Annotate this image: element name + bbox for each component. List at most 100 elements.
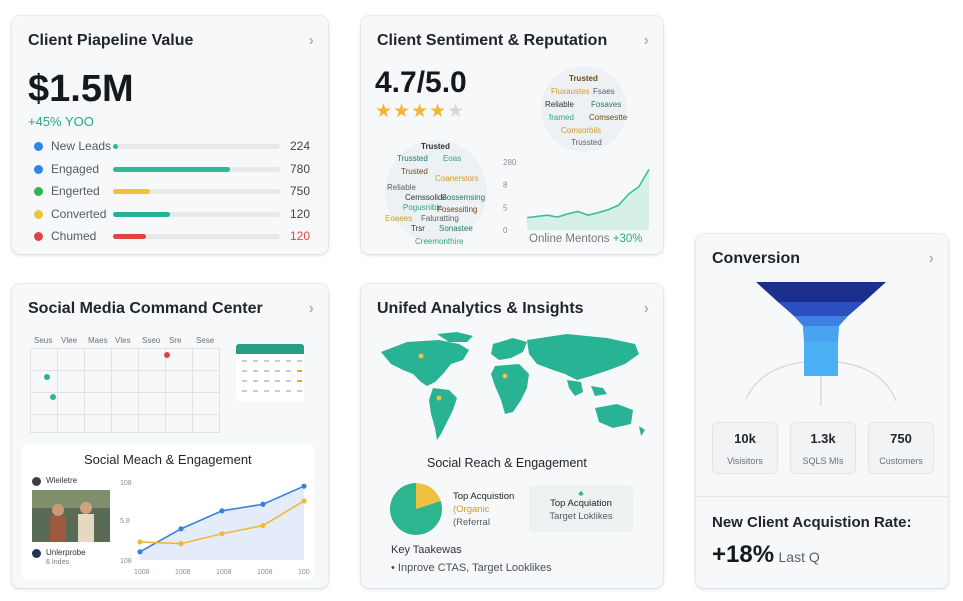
mini-calendar[interactable] bbox=[236, 344, 304, 402]
cloud-word: Pogusnible bbox=[403, 203, 443, 212]
social-card[interactable]: Social Media Command Center › Social Mea… bbox=[12, 284, 328, 588]
mini-calendar-day bbox=[242, 380, 247, 382]
cloud-word: Trusted bbox=[401, 167, 428, 176]
conversion-stat-value: 750 bbox=[890, 431, 912, 446]
mentions-area bbox=[527, 169, 649, 230]
y-tick-label: 5.8 bbox=[120, 518, 130, 525]
mini-calendar-day bbox=[253, 370, 258, 372]
pipeline-row[interactable]: Chumed 120 bbox=[34, 228, 314, 248]
pipeline-card[interactable]: Client Piapeline Value › $1.5M +45% YOO … bbox=[12, 16, 328, 254]
y-tick-label: 0 bbox=[503, 226, 508, 235]
divider bbox=[696, 496, 948, 497]
progress-track bbox=[113, 211, 280, 217]
calendar-post-dot[interactable] bbox=[164, 352, 170, 358]
conversion-stat[interactable]: 1.3k SQLS MIs bbox=[790, 422, 856, 474]
chevron-right-icon[interactable]: › bbox=[308, 32, 314, 49]
top-acq2-sub: Target Loklikes bbox=[549, 511, 613, 522]
cloud-word: Creemonthire bbox=[415, 237, 464, 246]
chevron-right-icon[interactable]: › bbox=[643, 300, 649, 317]
sentiment-title: Client Sentiment & Reputation bbox=[377, 32, 608, 49]
series-point bbox=[178, 541, 184, 547]
progress-track bbox=[113, 234, 280, 239]
calendar-day-header: Sseo bbox=[142, 336, 161, 345]
cloud-word: Trussted bbox=[571, 138, 602, 147]
progress-track bbox=[113, 144, 280, 149]
conversion-card[interactable]: Conversion › New Client Acquistion Rate:… bbox=[696, 234, 948, 588]
progress-fill bbox=[113, 234, 147, 239]
mini-calendar-day bbox=[297, 360, 302, 362]
pipeline-row[interactable]: Converted 120 bbox=[34, 206, 314, 226]
profile-avatar-2 bbox=[32, 549, 41, 558]
mini-calendar-day bbox=[297, 370, 302, 372]
profile-name: Wleiletre bbox=[46, 476, 78, 485]
conversion-stat-value: 1.3k bbox=[810, 431, 836, 446]
engagement-panel: Social Meach & Engagement Wleiletre Unle… bbox=[22, 444, 314, 580]
pipeline-row[interactable]: Engerted 750 bbox=[34, 183, 314, 203]
reach-title: Social Reach & Engagement bbox=[427, 456, 587, 470]
analytics-card[interactable]: Unifed Analytics & Insights › Social Rea… bbox=[361, 284, 663, 588]
calendar-post-dot[interactable] bbox=[44, 374, 50, 380]
mini-calendar-day bbox=[264, 380, 269, 382]
chevron-right-icon[interactable]: › bbox=[643, 32, 649, 49]
pie-slice bbox=[390, 483, 442, 535]
funnel-stage-5 bbox=[804, 342, 838, 376]
acquisition-rate-title: New Client Acquistion Rate: bbox=[712, 514, 912, 531]
chevron-right-icon[interactable]: › bbox=[308, 300, 314, 317]
profile-avatar bbox=[32, 477, 41, 486]
conversion-stat-value: 10k bbox=[734, 431, 756, 446]
cloud-word: Fluxaustes bbox=[551, 87, 590, 96]
mini-calendar-day bbox=[297, 380, 302, 382]
series-point bbox=[178, 526, 184, 532]
cloud-word: Comsestte bbox=[589, 113, 628, 122]
mini-calendar-day bbox=[264, 390, 269, 392]
conversion-stat[interactable]: 10k Visisitors bbox=[712, 422, 778, 474]
mini-calendar-day bbox=[297, 390, 302, 392]
calendar-day-header: Sre bbox=[169, 336, 182, 345]
mini-calendar-day bbox=[286, 360, 291, 362]
calendar-day-header: Vles bbox=[115, 336, 131, 345]
pipeline-row-label: Converted bbox=[51, 206, 107, 221]
status-dot-icon bbox=[34, 142, 43, 151]
chevron-right-icon[interactable]: › bbox=[928, 250, 934, 267]
mini-calendar-day bbox=[264, 360, 269, 362]
conversion-stat[interactable]: 750 Customers bbox=[868, 422, 934, 474]
pipeline-row[interactable]: Engaged 780 bbox=[34, 161, 314, 181]
word-cloud-top bbox=[541, 66, 627, 152]
y-tick-label: 8 bbox=[503, 181, 508, 190]
top-acquisition-box[interactable]: ♣ Top Acquiation Target Loklikes bbox=[529, 486, 633, 532]
x-tick-label: 1008 bbox=[134, 569, 150, 576]
acquisition-pie-chart bbox=[390, 483, 442, 535]
sentiment-card[interactable]: Client Sentiment & Reputation › 4.7/5.0 … bbox=[361, 16, 663, 254]
series-point bbox=[260, 522, 266, 529]
progress-fill bbox=[113, 189, 150, 194]
engagement-title: Social Meach & Engagement bbox=[84, 452, 252, 467]
pipeline-value: $1.5M bbox=[28, 68, 134, 110]
cloud-word: Fosessiting bbox=[437, 205, 478, 214]
pipeline-change: +45% YOO bbox=[28, 114, 94, 129]
pie-slice bbox=[416, 483, 441, 509]
funnel-stage-1 bbox=[756, 282, 886, 302]
conversion-stat-label: SQLS MIs bbox=[802, 456, 844, 466]
social-title: Social Media Command Center bbox=[28, 300, 263, 317]
cloud-word: Trusted bbox=[421, 142, 450, 151]
acquisition-rate-value: +18% bbox=[712, 541, 775, 568]
cloud-word: Faluratting bbox=[421, 214, 459, 223]
calendar-grid[interactable] bbox=[30, 348, 220, 433]
top-acq-title: Top Acquistion bbox=[453, 491, 515, 502]
status-dot-icon bbox=[34, 187, 43, 196]
pipeline-row-label: New Leads bbox=[51, 139, 112, 153]
funnel-stage-2 bbox=[778, 302, 864, 316]
cloud-word: Cemssolide bbox=[405, 193, 447, 202]
series-point bbox=[301, 483, 307, 489]
x-tick-label: 1008 bbox=[216, 569, 232, 576]
calendar-post-dot[interactable] bbox=[50, 394, 56, 400]
mini-calendar-day bbox=[275, 370, 280, 372]
mentions-line bbox=[526, 169, 650, 219]
y-tick-label: 280 bbox=[503, 158, 517, 167]
pipeline-row[interactable]: New Leads 224 bbox=[34, 138, 314, 158]
calendar-day-header: Sese bbox=[196, 336, 215, 345]
mentions-label: Online Mentons bbox=[529, 233, 610, 245]
takeaway-item: • Inprove CTAS, Target Looklikes bbox=[391, 562, 552, 574]
mentions-line-chart: 280 8 5 0 bbox=[503, 158, 650, 235]
mini-calendar-day bbox=[286, 380, 291, 382]
